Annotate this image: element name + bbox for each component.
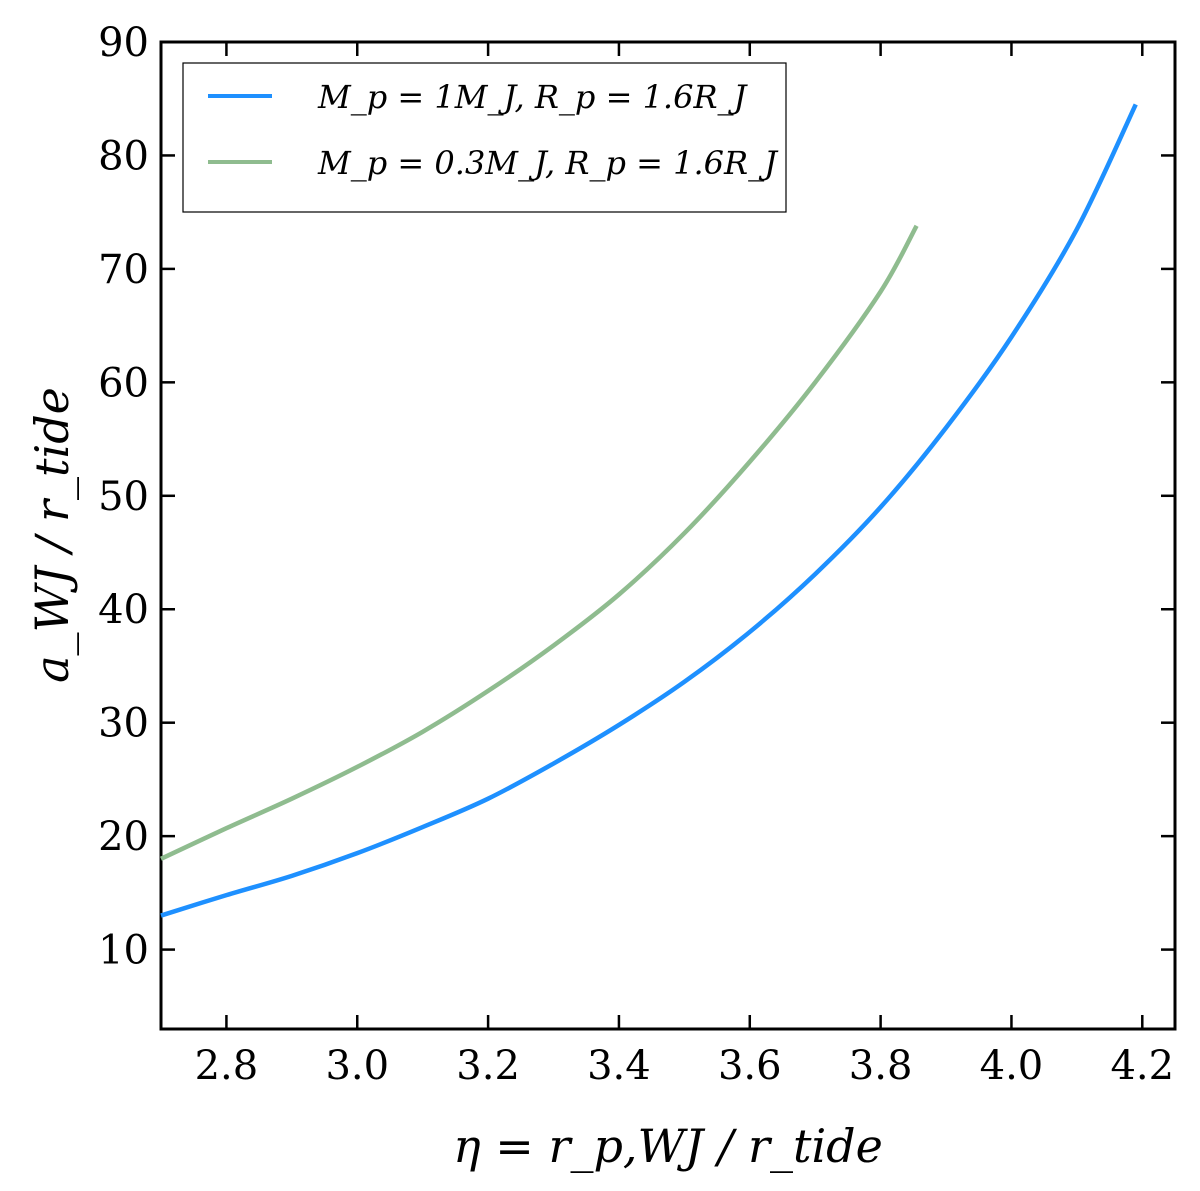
series-line-2 [160, 224, 919, 861]
y-tick-label: 90 [98, 20, 149, 66]
x-tick-label: 4.0 [980, 1043, 1044, 1089]
x-tick-label: 3.0 [325, 1043, 389, 1089]
x-tick-label: 3.2 [456, 1043, 520, 1089]
y-tick-label: 40 [98, 587, 149, 633]
y-tick-label: 80 [98, 133, 149, 179]
y-tick-label: 10 [98, 928, 149, 974]
x-tick-label: 3.8 [849, 1043, 913, 1089]
legend-label-2: M_p = 0.3M_J, R_p = 1.6R_J [317, 144, 779, 182]
y-tick-label: 30 [98, 701, 149, 747]
x-tick-label: 3.6 [718, 1043, 782, 1089]
y-tick-label: 50 [98, 474, 149, 520]
axis-ticks: 2.8 3.0 3.2 3.4 3.6 3.8 4.0 4.2 10 20 30 40 50 60 70 80… [98, 20, 1175, 1089]
x-axis-label: η = r_p,WJ / r_tide [453, 1119, 883, 1173]
y-tick-label: 70 [98, 247, 149, 293]
plot-frame [159, 40, 1177, 1031]
y-tick-label: 60 [98, 360, 149, 406]
legend-label-1: M_p = 1M_J, R_p = 1.6R_J [317, 78, 749, 116]
legend: M_p = 1M_J, R_p = 1.6R_J M_p = 0.3M_J, R… [182, 62, 787, 213]
y-axis-label: a_WJ / r_tide [25, 387, 79, 683]
series-line-1 [160, 103, 1138, 918]
series-lines [160, 103, 1138, 918]
x-tick-label: 4.2 [1110, 1043, 1174, 1089]
x-tick-label: 3.4 [587, 1043, 651, 1089]
legend-box [182, 62, 787, 213]
y-tick-label: 20 [98, 814, 149, 860]
x-tick-label: 2.8 [195, 1043, 259, 1089]
